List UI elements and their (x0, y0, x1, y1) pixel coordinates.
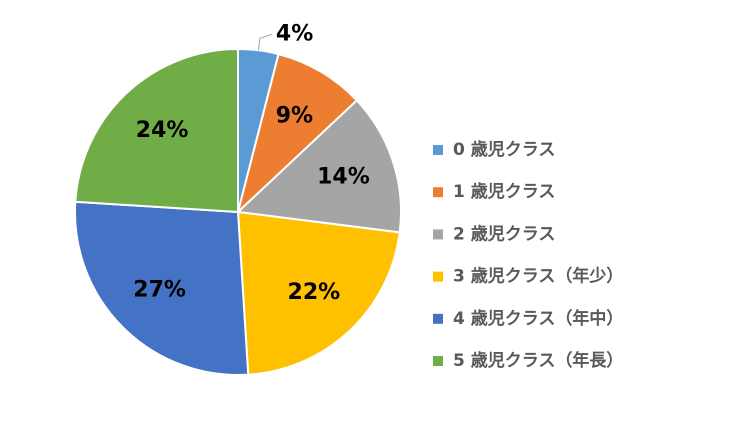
pie-slice (236, 210, 401, 376)
legend-label: 1 歳児クラス (453, 181, 555, 202)
data-label: 4% (276, 21, 313, 46)
legend-swatch (433, 229, 443, 240)
data-label: 14% (317, 165, 370, 190)
legend-swatch (433, 187, 443, 198)
data-label: 27% (133, 277, 186, 302)
leader-line (257, 33, 273, 51)
legend-label: 5 歳児クラス（年長） (453, 350, 623, 371)
pie-slice (235, 99, 402, 234)
legend-label: 3 歳児クラス（年少） (453, 266, 623, 287)
pie-slice (74, 47, 239, 214)
data-label: 22% (288, 280, 341, 305)
legend-swatch (433, 271, 443, 282)
legend-label: 0 歳児クラス (453, 139, 555, 160)
data-label: 24% (136, 118, 189, 143)
pie-slice (236, 52, 359, 216)
legend-label: 2 歳児クラス (453, 223, 555, 244)
legend-label: 4 歳児クラス（年中） (453, 308, 623, 329)
legend-swatch (433, 356, 443, 366)
legend-swatch (433, 313, 443, 324)
data-label: 9% (276, 104, 313, 129)
pie-slice (74, 200, 250, 376)
legend-swatch (433, 145, 443, 155)
